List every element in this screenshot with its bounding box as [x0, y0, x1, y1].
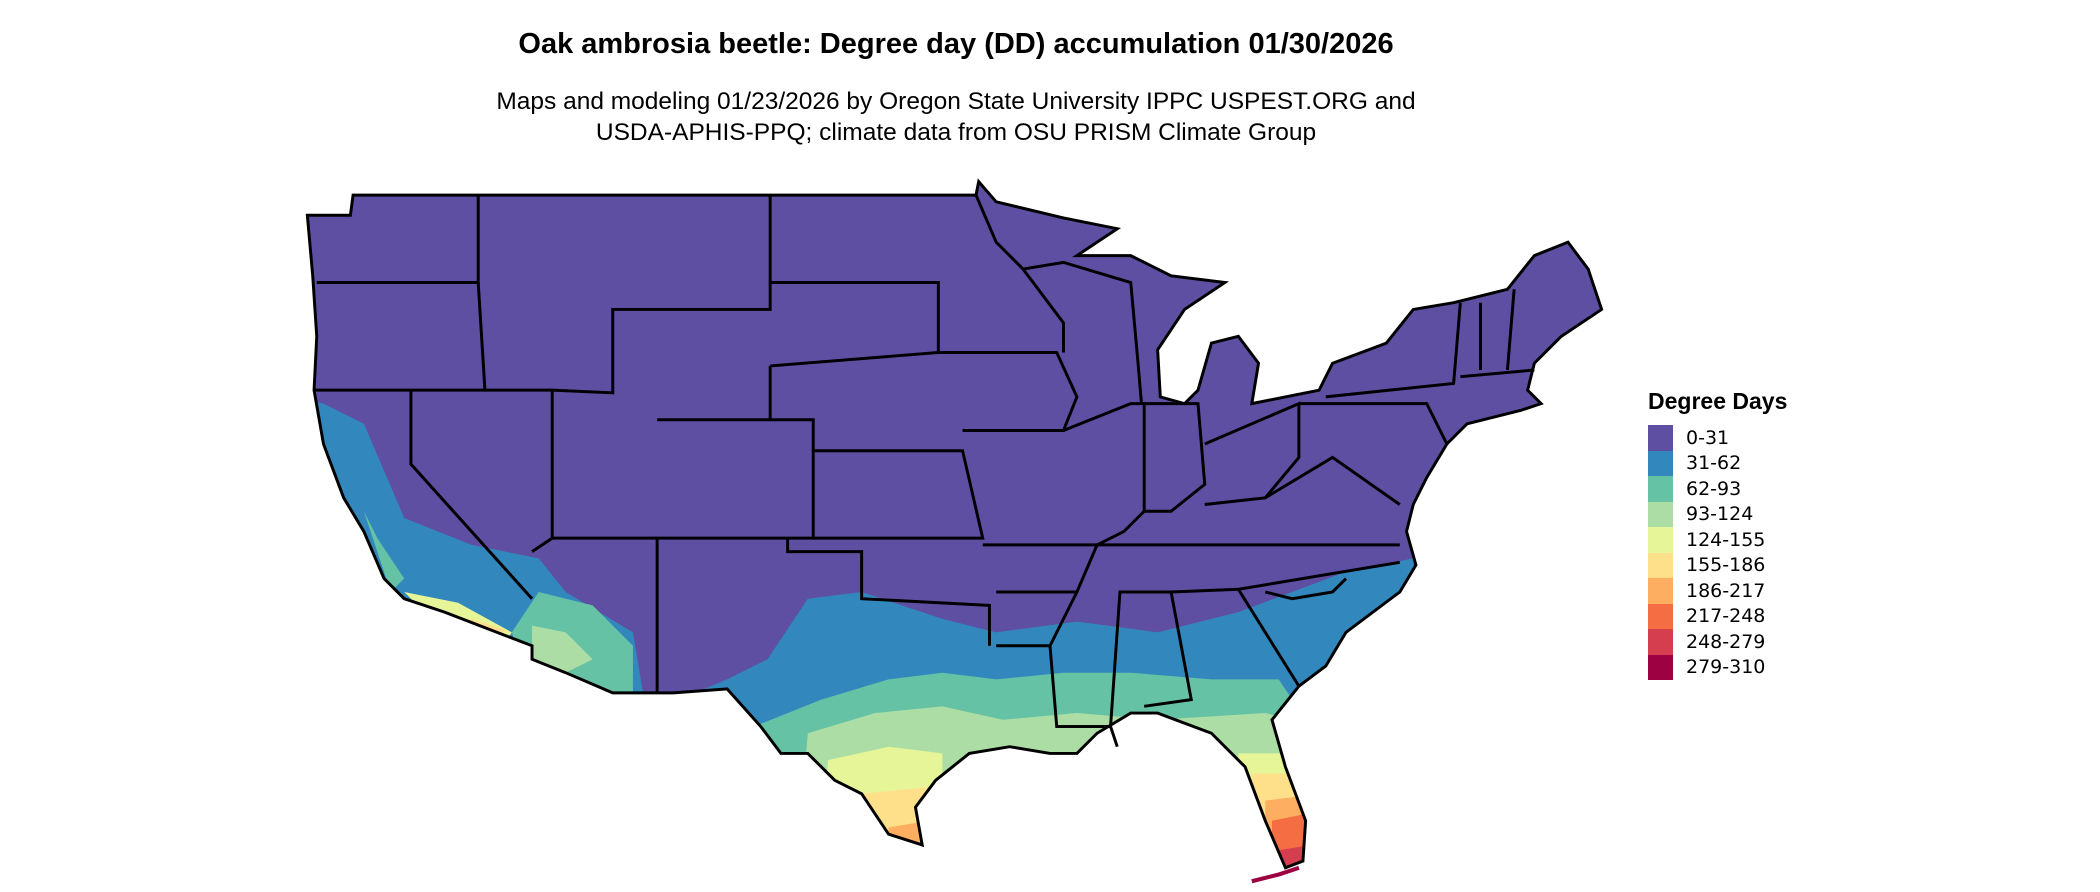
legend-swatch — [1648, 527, 1673, 553]
legend-label: 62-93 — [1686, 477, 1742, 500]
subtitle-line-2: USDA-APHIS-PPQ; climate data from OSU PR… — [595, 119, 1317, 146]
legend-label: 93-124 — [1686, 503, 1754, 526]
legend-label: 0-31 — [1686, 426, 1730, 449]
legend-swatch — [1648, 476, 1673, 502]
legend-label: 279-310 — [1686, 656, 1766, 679]
florida-keys — [1251, 865, 1300, 884]
legend-item: 155-186 — [1648, 552, 1787, 578]
map-title: Oak ambrosia beetle: Degree day (DD) acc… — [518, 28, 1394, 60]
legend-title: Degree Days — [1648, 388, 1788, 414]
legend-label: 186-217 — [1686, 579, 1766, 602]
map-subtitle: Maps and modeling 01/23/2026 by Oregon S… — [0, 86, 1912, 148]
legend-label: 31-62 — [1686, 452, 1742, 475]
legend-swatch — [1648, 552, 1673, 578]
legend-swatch — [1648, 629, 1673, 655]
legend: Degree Days 0-31 31-62 62-93 93-124 124-155 1… — [1648, 388, 1787, 680]
legend-swatch — [1648, 603, 1673, 629]
legend-swatch — [1648, 425, 1673, 451]
legend-item: 248-279 — [1648, 629, 1787, 655]
state-borders — [305, 180, 1604, 870]
legend-item: 217-248 — [1648, 603, 1787, 629]
legend-item: 31-62 — [1648, 450, 1787, 476]
legend-item: 279-310 — [1648, 654, 1787, 680]
legend-swatch — [1648, 501, 1673, 527]
legend-item: 0-31 — [1648, 425, 1787, 451]
legend-swatch — [1648, 450, 1673, 476]
legend-swatch — [1648, 578, 1673, 604]
legend-item: 186-217 — [1648, 578, 1787, 604]
legend-item: 93-124 — [1648, 501, 1787, 527]
legend-item: 62-93 — [1648, 476, 1787, 502]
legend-label: 217-248 — [1686, 605, 1766, 628]
zone-186-217 — [888, 796, 1427, 868]
legend-label: 155-186 — [1686, 554, 1766, 577]
zone-248-279 — [1278, 844, 1427, 868]
legend-label: 124-155 — [1686, 528, 1766, 551]
subtitle-line-1: Maps and modeling 01/23/2026 by Oregon S… — [496, 88, 1416, 115]
legend-item: 124-155 — [1648, 527, 1787, 553]
legend-swatch — [1648, 654, 1673, 680]
legend-label: 248-279 — [1686, 630, 1766, 653]
